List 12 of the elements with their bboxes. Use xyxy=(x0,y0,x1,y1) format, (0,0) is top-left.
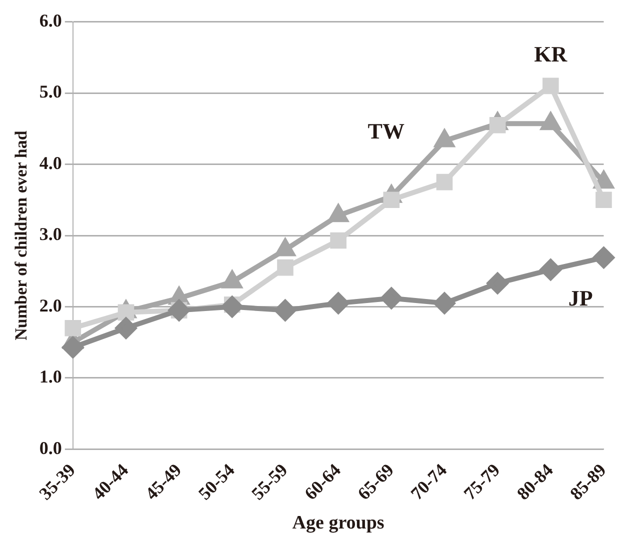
y-tick-label: 5.0 xyxy=(39,82,62,102)
series-label: JP xyxy=(568,285,593,310)
y-tick-label: 0.0 xyxy=(39,438,62,458)
y-axis-title: Number of children ever had xyxy=(12,130,31,340)
series-label: KR xyxy=(534,42,568,67)
y-tick-label: 1.0 xyxy=(39,366,62,387)
y-tick-label: 2.0 xyxy=(39,295,62,316)
x-axis-title: Age groups xyxy=(292,512,384,534)
y-tick-label: 4.0 xyxy=(39,152,62,173)
y-tick-label: 3.0 xyxy=(39,224,62,244)
y-tick-label: 6.0 xyxy=(39,10,62,30)
series-label: TW xyxy=(368,118,404,144)
